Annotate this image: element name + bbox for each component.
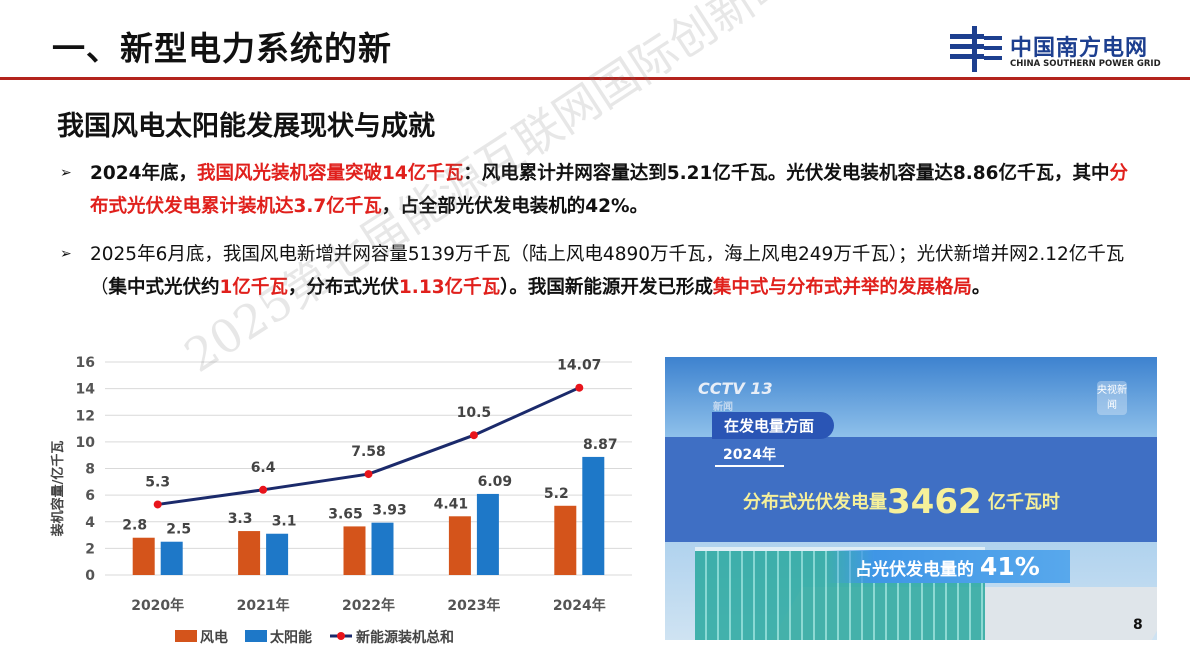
total-marker (364, 470, 373, 479)
bar-solar (582, 456, 605, 575)
capacity-chart: 0 2 4 6 8 10 12 14 16 装机容量/亿千瓦 2020年 2.8 2.5 2021年 3.3… (50, 355, 632, 646)
y-axis-title: 装机容量/亿千瓦 (50, 441, 66, 538)
y-tick-label: 6 (85, 488, 95, 504)
text: ：风电累计并网容量达到5.21亿千瓦。光伏发电装机容量达8.86亿千瓦，其中 (463, 163, 1110, 184)
bar-solar (371, 522, 394, 575)
highlight: 我国风光装机容量突破14亿千瓦 (197, 163, 464, 184)
arrow-bullet-icon: ➢ (60, 246, 72, 262)
highlight: 分布式光伏发电累计装机达3.7亿千瓦 (90, 163, 1129, 217)
year-label: 2024年 (715, 444, 784, 467)
total-marker (153, 500, 162, 509)
highlight: 集中式与分布式并举的发展格局 (712, 277, 972, 298)
y-tick-label: 12 (76, 408, 95, 424)
data-label: 6.09 (478, 474, 513, 490)
bar-wind (343, 526, 366, 575)
y-tick-label: 2 (85, 541, 95, 557)
legend-swatch (175, 630, 197, 642)
text: ，分布式光伏 (287, 277, 399, 298)
arrow-bullet-icon: ➢ (60, 165, 72, 181)
x-tick-label: 2023年 (447, 597, 500, 614)
legend-label: 太阳能 (270, 629, 312, 646)
text: ，占全部光伏发电装机的42%。 (381, 196, 649, 217)
data-label: 5.3 (145, 474, 170, 490)
data-label: 3.3 (228, 511, 253, 527)
data-label: 8.87 (583, 437, 618, 453)
channel-logo: CCTV 13 新闻 (698, 379, 773, 413)
news-video-still: CCTV 13 新闻 央视新闻 在发电量方面 2024年 分布式光伏发电量3462… (665, 357, 1157, 640)
text: 集中式光伏约 (108, 277, 220, 298)
y-tick-label: 8 (85, 462, 95, 478)
page-number: 8 (1133, 617, 1143, 633)
data-label: 7.58 (351, 444, 386, 460)
y-tick-label: 0 (85, 568, 95, 584)
legend-marker (337, 632, 345, 640)
text: 2024年底， (90, 163, 197, 184)
bar-wind (132, 537, 155, 575)
bar-solar (160, 541, 183, 575)
logo-text-cn: 中国南方电网 (1010, 36, 1149, 61)
slide-title: 一、新型电力系统的新 (52, 29, 392, 68)
y-tick-label: 10 (76, 435, 96, 451)
bar-wind (448, 516, 471, 575)
highlight: 1.13亿千瓦 (398, 277, 501, 298)
x-tick-label: 2022年 (342, 597, 395, 614)
bullet-2024: ➢ 2024年底，我国风光装机容量突破14亿千瓦：风电累计并网容量达到5.21亿… (60, 157, 1140, 223)
x-tick-label: 2024年 (553, 597, 606, 614)
data-label: 3.1 (272, 514, 297, 530)
bar-wind (554, 505, 577, 575)
data-label: 2.8 (122, 518, 147, 534)
data-label: 4.41 (434, 496, 469, 512)
legend-label: 风电 (200, 629, 228, 646)
bar-solar (476, 493, 499, 575)
title-band (665, 437, 1157, 542)
data-label: 3.93 (372, 503, 407, 519)
x-tick-label: 2021年 (237, 597, 290, 614)
y-tick-label: 4 (85, 515, 95, 531)
section-subtitle: 我国风电太阳能发展现状与成就 (57, 111, 435, 142)
logo-text-en: CHINA SOUTHERN POWER GRID (1010, 59, 1161, 69)
text: 2025年6月底，我国风电新增并网容量5139万千瓦（陆上风电4890万千瓦，海… (90, 244, 1125, 298)
data-label: 6.4 (251, 460, 276, 476)
share-caption: 占光伏发电量的 41% (825, 550, 1070, 583)
header-divider (0, 77, 1190, 80)
data-label: 2.5 (166, 522, 191, 538)
bullet-2025: ➢ 2025年6月底，我国风电新增并网容量5139万千瓦（陆上风电4890万千瓦… (60, 238, 1140, 304)
generation-headline: 分布式光伏发电量3462 亿千瓦时 (743, 482, 1060, 522)
x-tick-label: 2020年 (131, 597, 184, 614)
company-logo: 中国南方电网 CHINA SOUTHERN POWER GRID (948, 26, 1178, 72)
y-tick-label: 16 (76, 355, 95, 371)
text: 。 (971, 277, 991, 298)
total-marker (259, 485, 268, 494)
legend-label: 新能源装机总和 (356, 629, 454, 646)
total-marker (469, 431, 478, 440)
corner-logo: 央视新闻 (1097, 381, 1127, 415)
highlight: 1亿千瓦 (219, 277, 288, 298)
grid-logo-icon (950, 26, 1002, 72)
data-label: 5.2 (544, 486, 569, 502)
bar-wind (238, 531, 261, 575)
legend-swatch (245, 630, 267, 642)
y-tick-label: 14 (76, 382, 96, 398)
total-marker (575, 383, 584, 392)
data-label: 3.65 (328, 506, 363, 522)
topic-label: 在发电量方面 (712, 412, 835, 439)
data-label: 10.5 (457, 405, 492, 421)
text: ）。我国新能源开发已形成 (500, 277, 713, 298)
data-label: 14.07 (557, 358, 601, 374)
bar-solar (266, 533, 289, 575)
